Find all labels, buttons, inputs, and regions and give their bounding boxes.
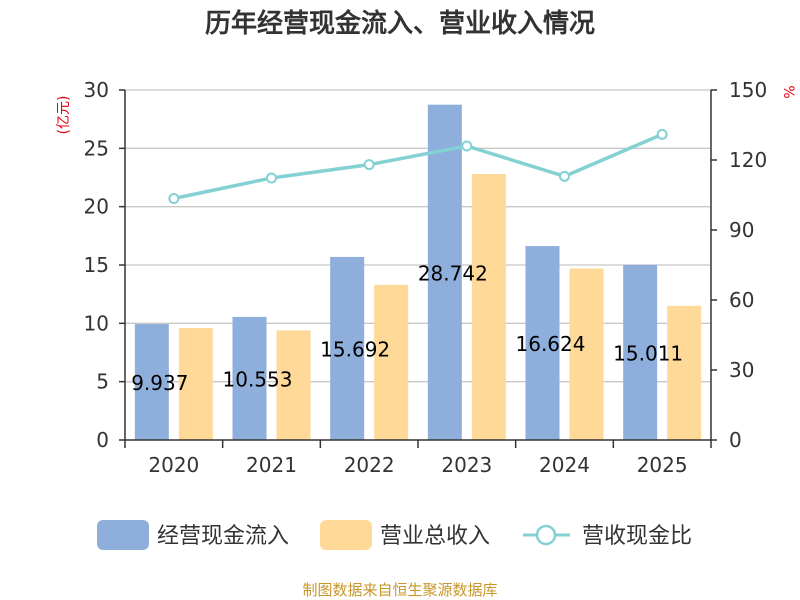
point-ratio[interactable] — [363, 159, 375, 171]
bar-revenue[interactable] — [471, 174, 506, 440]
legend-swatch-cash-inflow — [97, 520, 149, 550]
y-left-tick-label: 0 — [96, 428, 109, 452]
y-right-tick-label: 60 — [729, 288, 754, 312]
bar-cash-inflow[interactable] — [232, 316, 267, 440]
bars — [134, 104, 702, 441]
bar-revenue[interactable] — [276, 330, 311, 440]
x-tick-label: 2024 — [539, 453, 590, 477]
point-ratio[interactable] — [559, 170, 570, 182]
chart-title: 历年经营现金流入、营业收入情况 — [205, 8, 595, 39]
legend-item-ratio[interactable]: 营收现金比 — [523, 524, 692, 549]
point-ratio[interactable] — [168, 193, 180, 204]
y-right-tick-label: 30 — [729, 358, 754, 382]
x-tick-label: 2021 — [246, 453, 297, 477]
x-tick-label: 2022 — [344, 453, 395, 477]
data-labels: 9.937 10.553 15.692 28.742 16.624 15.011 — [131, 261, 683, 395]
point-ratio[interactable] — [266, 172, 277, 184]
point-ratio[interactable] — [656, 128, 668, 140]
y-right-tick-label: 0 — [729, 428, 742, 452]
bar-cash-inflow[interactable] — [525, 246, 560, 440]
bar-cash-inflow[interactable] — [134, 324, 169, 440]
source-note: 制图数据来自恒生聚源数据库 — [302, 581, 497, 599]
data-label-cash-inflow: 16.624 — [516, 332, 586, 356]
legend: 经营现金流入 营业总收入 营收现金比 — [97, 520, 692, 550]
line-series — [168, 128, 668, 204]
x-tick-label: 2020 — [148, 453, 199, 477]
bar-revenue[interactable] — [178, 328, 213, 440]
y-left-tick-label: 5 — [96, 370, 109, 394]
gridlines — [125, 89, 711, 383]
y-right-unit: % — [780, 85, 796, 98]
legend-item-cash-inflow[interactable]: 经营现金流入 — [97, 520, 289, 550]
legend-label-revenue: 营业总收入 — [380, 524, 490, 549]
y-left-unit: (亿元) — [56, 96, 72, 135]
legend-label-ratio: 营收现金比 — [582, 524, 692, 549]
x-tick-label: 2025 — [637, 453, 688, 477]
legend-swatch-revenue — [320, 520, 372, 550]
y-left-tick-label: 30 — [84, 78, 109, 102]
data-label-cash-inflow: 10.553 — [223, 367, 293, 391]
y-right-tick-label: 120 — [729, 148, 767, 172]
point-ratio[interactable] — [461, 140, 473, 152]
data-label-cash-inflow: 15.011 — [613, 341, 683, 365]
legend-label-cash-inflow: 经营现金流入 — [157, 524, 289, 549]
data-label-cash-inflow: 15.692 — [320, 337, 390, 361]
y-right-tick-label: 150 — [729, 78, 767, 102]
bar-cash-inflow[interactable] — [330, 256, 365, 440]
bar-cash-inflow[interactable] — [623, 264, 658, 440]
bar-cash-inflow[interactable] — [427, 104, 462, 440]
bar-revenue[interactable] — [667, 305, 702, 440]
y-left-tick-label: 20 — [84, 195, 109, 219]
y-left-tick-label: 25 — [84, 136, 109, 160]
x-tick-label: 2023 — [441, 453, 492, 477]
legend-marker-ratio — [535, 524, 557, 546]
y-right-tick-label: 90 — [729, 218, 754, 242]
line-ratio — [173, 132, 663, 201]
y-left-tick-label: 10 — [84, 311, 109, 335]
legend-item-revenue[interactable]: 营业总收入 — [320, 520, 490, 550]
bar-revenue[interactable] — [374, 284, 409, 440]
bar-revenue[interactable] — [569, 268, 604, 441]
data-label-cash-inflow: 28.742 — [418, 261, 488, 285]
data-label-cash-inflow: 9.937 — [131, 371, 188, 395]
y-left-tick-label: 15 — [84, 253, 109, 277]
